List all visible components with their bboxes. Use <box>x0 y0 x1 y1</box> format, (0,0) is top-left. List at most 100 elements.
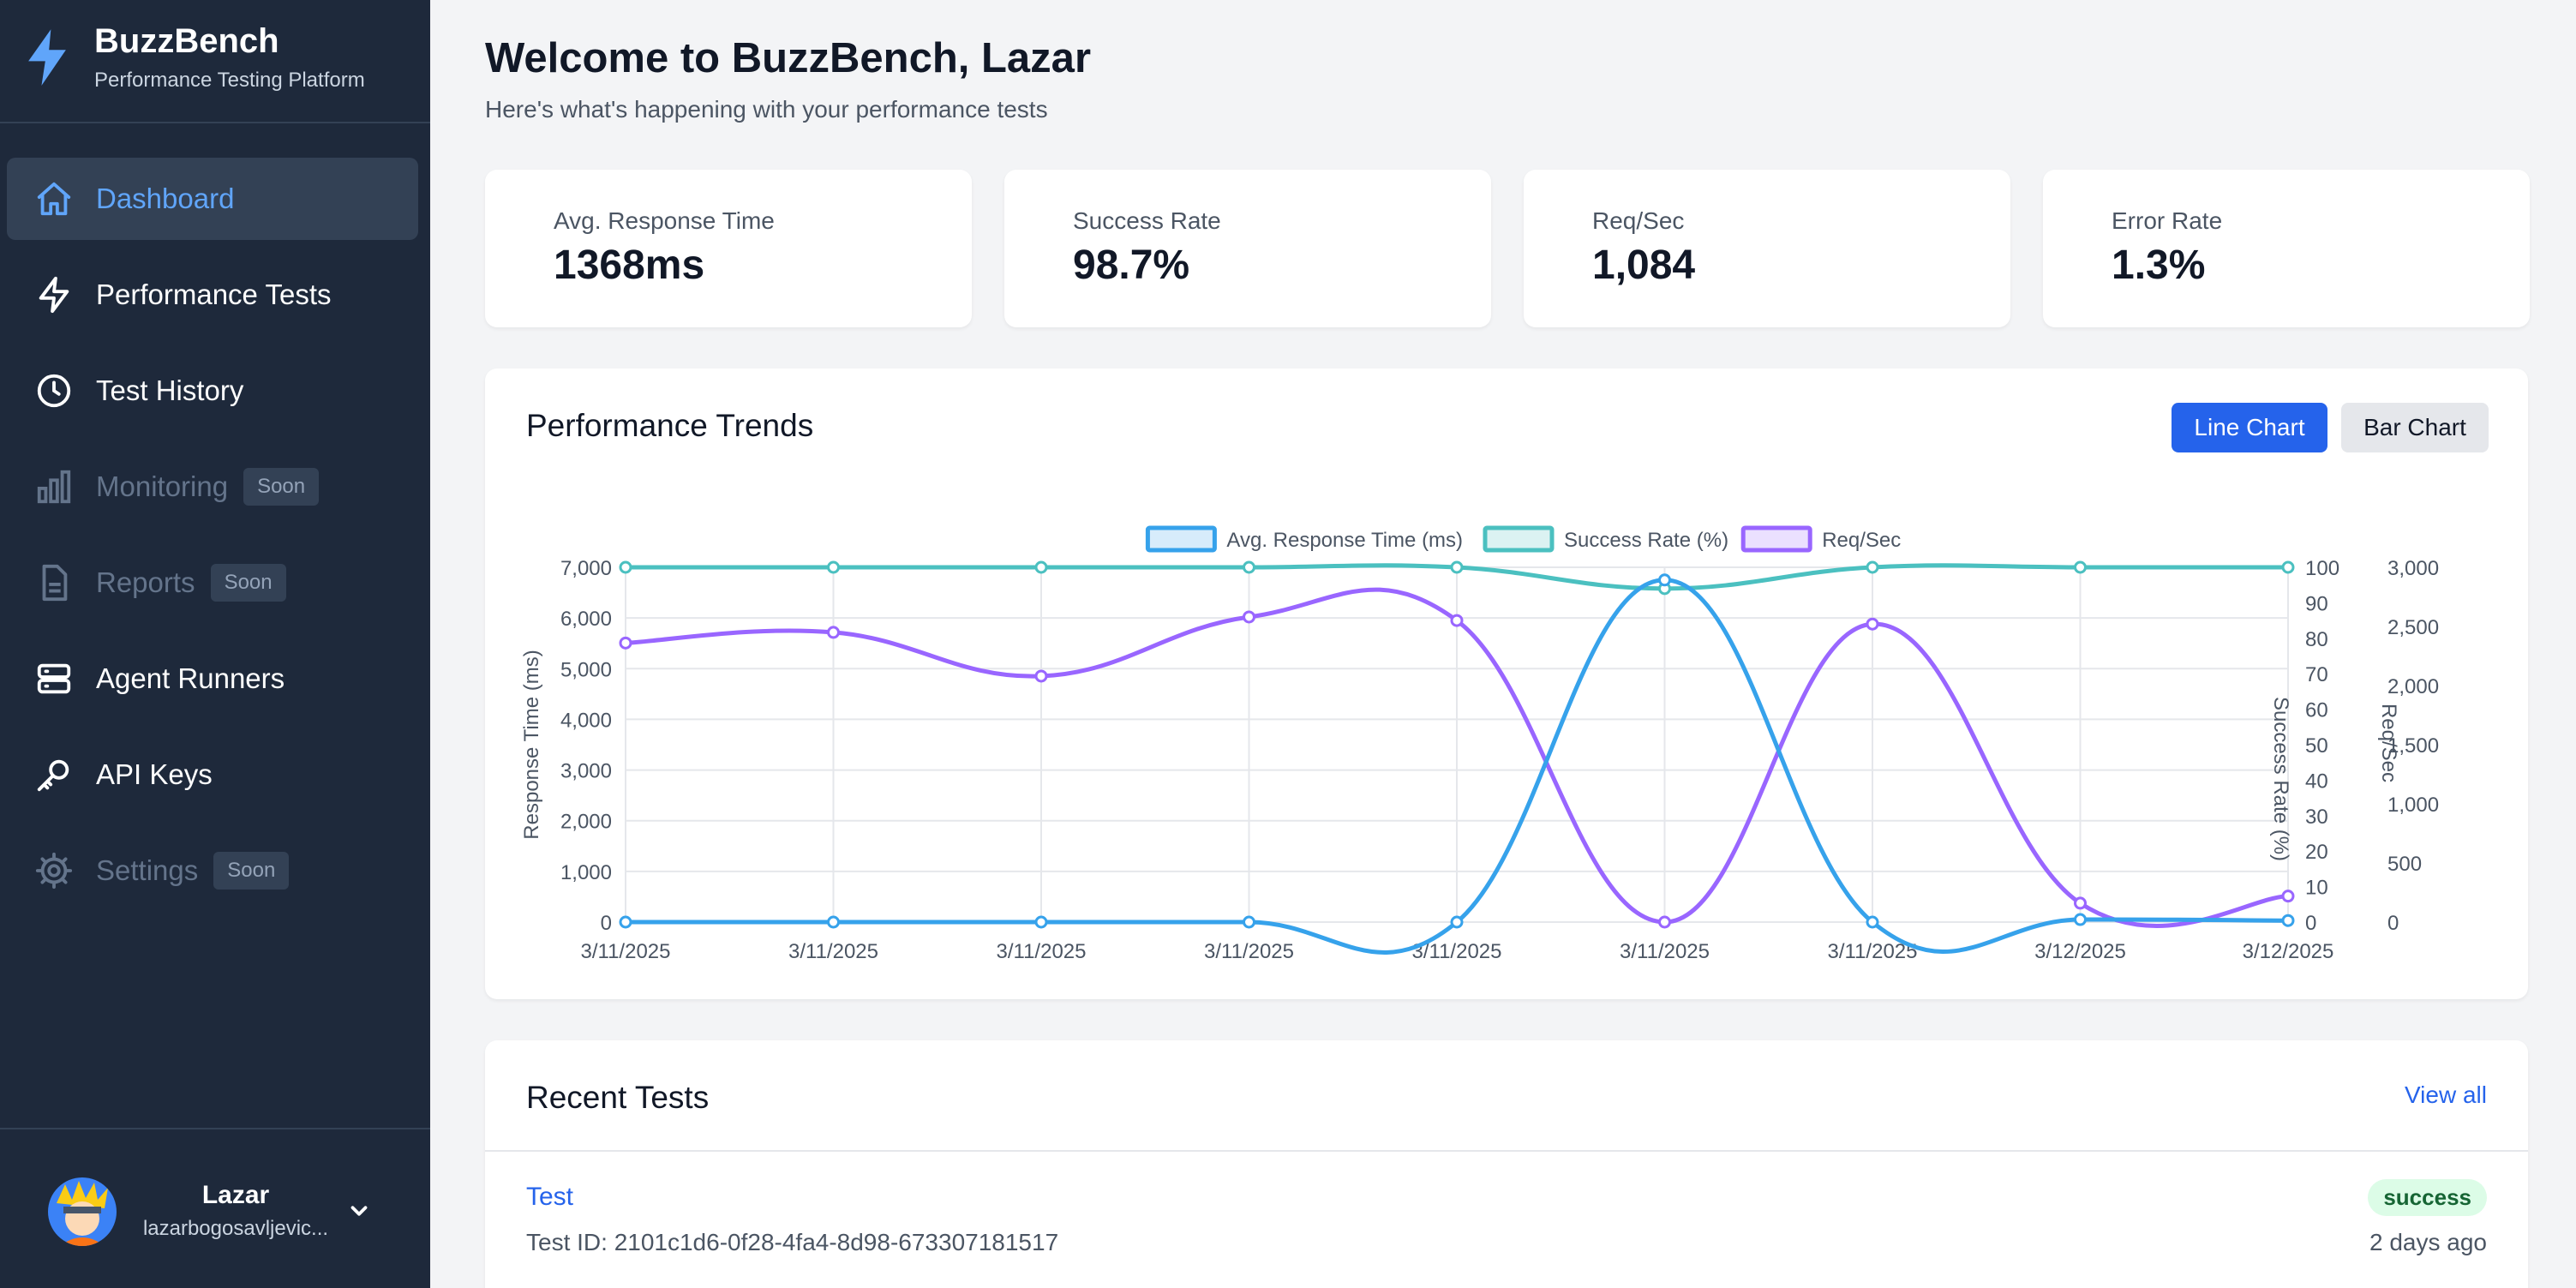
stat-value: 1.3% <box>2112 243 2206 288</box>
data-point-req-sec <box>827 626 840 639</box>
y-tick-label-right2: 1,000 <box>2387 794 2439 817</box>
data-point-success-rate <box>619 560 632 574</box>
chevron-down-icon[interactable] <box>346 1198 372 1224</box>
data-point-avg-response-time-ms <box>827 915 840 929</box>
lightning-logo-icon <box>28 29 66 86</box>
stat-label: Avg. Response Time <box>554 207 775 234</box>
avatar <box>48 1177 117 1246</box>
y-tick-label-right1: 10 <box>2305 877 2328 900</box>
y-tick-label-right2: 2,500 <box>2387 616 2439 639</box>
sidebar-item-settings[interactable]: Settings Soon <box>7 830 418 912</box>
page-subtitle: Here's what's happening with your perfor… <box>485 96 1048 123</box>
user-email: lazarbogosavljevic... <box>142 1217 329 1240</box>
y-tick-label-left: 4,000 <box>560 709 612 732</box>
document-icon <box>34 563 74 602</box>
sidebar-item-label: Monitoring <box>96 470 229 502</box>
card-title: Performance Trends <box>526 408 814 443</box>
data-point-req-sec <box>1243 610 1255 624</box>
brand-title: BuzzBench <box>94 22 279 60</box>
sidebar-item-label: Performance Tests <box>96 279 332 310</box>
data-point-req-sec <box>619 636 632 650</box>
y-tick-label-right1: 30 <box>2305 806 2328 829</box>
stat-value: 1,084 <box>1592 243 1696 288</box>
data-point-req-sec <box>1034 669 1048 683</box>
data-point-success-rate <box>1243 560 1255 574</box>
sidebar-item-label: API Keys <box>96 758 213 790</box>
data-point-avg-response-time-ms <box>1034 915 1048 929</box>
sidebar-item-label: Agent Runners <box>96 662 285 694</box>
sidebar-item-label: Dashboard <box>96 183 235 214</box>
x-tick-label: 3/12/2025 <box>2243 940 2334 963</box>
data-point-success-rate <box>2281 560 2295 574</box>
y-tick-label-right2: 1,500 <box>2387 734 2439 758</box>
stat-label: Success Rate <box>1073 207 1221 234</box>
legend-label-avg-response-time-ms: Avg. Response Time (ms) <box>1226 529 1463 552</box>
stat-label: Error Rate <box>2112 207 2223 234</box>
x-tick-label: 3/11/2025 <box>788 940 878 963</box>
y-tick-label-left: 3,000 <box>560 760 612 783</box>
sidebar-item-label: Reports <box>96 566 195 598</box>
bar-chart-button[interactable]: Bar Chart <box>2341 403 2489 452</box>
y-tick-label-right2: 2,000 <box>2387 675 2439 698</box>
y-axis-label-right2: Req/Sec <box>2377 704 2400 782</box>
lightning-icon <box>34 275 74 315</box>
y-tick-label-right2: 500 <box>2387 853 2422 876</box>
user-menu[interactable]: Lazar lazarbogosavljevic... <box>0 1128 430 1288</box>
series-line-avg-response-time-ms <box>626 578 2289 955</box>
sidebar-item-performance-tests[interactable]: Performance Tests <box>7 254 418 336</box>
data-point-avg-response-time-ms <box>2281 914 2295 927</box>
x-tick-label: 3/11/2025 <box>1204 940 1294 963</box>
sidebar-item-dashboard[interactable]: Dashboard <box>7 158 418 240</box>
y-axis-label-left: Response Time (ms) <box>520 650 543 839</box>
sidebar-item-monitoring[interactable]: Monitoring Soon <box>7 446 418 528</box>
data-point-success-rate <box>1450 560 1464 574</box>
y-tick-label-right2: 3,000 <box>2387 557 2439 580</box>
x-tick-label: 3/12/2025 <box>2034 940 2126 963</box>
home-icon <box>34 179 74 219</box>
data-point-success-rate <box>2074 560 2087 574</box>
x-tick-label: 3/11/2025 <box>997 940 1087 963</box>
server-icon <box>34 659 74 698</box>
line-chart-button[interactable]: Line Chart <box>2172 403 2327 452</box>
soon-badge: Soon <box>213 852 290 890</box>
sidebar-nav: Dashboard Performance Tests Test History… <box>7 158 418 926</box>
stat-value: 98.7% <box>1073 243 1190 288</box>
data-point-success-rate <box>1866 560 1879 574</box>
series-line-req-sec <box>625 587 2289 928</box>
stat-card-error-rate: Error Rate 1.3% <box>2043 170 2530 327</box>
data-point-avg-response-time-ms <box>2074 913 2087 926</box>
data-point-req-sec <box>2281 890 2295 903</box>
data-point-avg-response-time-ms <box>1450 915 1464 929</box>
legend-swatch-req-sec <box>1740 525 1812 553</box>
data-point-avg-response-time-ms <box>619 915 632 929</box>
test-timestamp: 2 days ago <box>2369 1229 2487 1255</box>
y-tick-label-right1: 80 <box>2305 628 2328 651</box>
status-badge: success <box>2368 1179 2487 1216</box>
test-id: Test ID: 2101c1d6-0f28-4fa4-8d98-6733071… <box>526 1229 1059 1255</box>
data-point-req-sec <box>1450 614 1464 627</box>
data-point-req-sec <box>2074 896 2087 910</box>
sidebar-item-test-history[interactable]: Test History <box>7 350 418 432</box>
stat-value: 1368ms <box>554 243 705 288</box>
soon-badge: Soon <box>243 468 320 506</box>
y-tick-label-left: 0 <box>601 912 612 935</box>
data-point-avg-response-time-ms <box>1866 915 1879 929</box>
legend-swatch-success-rate <box>1483 525 1555 553</box>
y-tick-label-right2: 0 <box>2387 912 2399 935</box>
legend-label-req-sec: Req/Sec <box>1822 529 1901 552</box>
x-tick-label: 3/11/2025 <box>1620 940 1710 963</box>
brand-header: BuzzBench Performance Testing Platform <box>0 0 430 123</box>
key-icon <box>34 755 74 794</box>
soon-badge: Soon <box>210 564 286 602</box>
data-point-avg-response-time-ms <box>1243 915 1255 929</box>
clock-icon <box>34 371 74 410</box>
test-name-link[interactable]: Test <box>526 1183 574 1211</box>
y-tick-label-right1: 100 <box>2305 557 2339 580</box>
view-all-link[interactable]: View all <box>2405 1081 2487 1108</box>
sidebar-item-label: Test History <box>96 374 244 406</box>
sidebar-item-reports[interactable]: Reports Soon <box>7 542 418 624</box>
sidebar-item-api-keys[interactable]: API Keys <box>7 734 418 816</box>
data-point-avg-response-time-ms <box>1658 573 1671 587</box>
data-point-success-rate <box>827 560 840 574</box>
sidebar-item-agent-runners[interactable]: Agent Runners <box>7 638 418 720</box>
